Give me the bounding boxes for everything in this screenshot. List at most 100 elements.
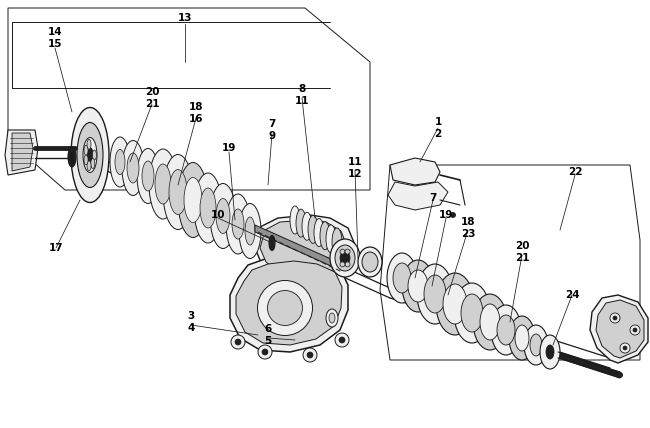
- Ellipse shape: [137, 149, 159, 203]
- Ellipse shape: [345, 262, 350, 267]
- Ellipse shape: [216, 199, 230, 234]
- Ellipse shape: [142, 161, 154, 191]
- Ellipse shape: [630, 325, 640, 335]
- Ellipse shape: [296, 209, 306, 237]
- Text: 6
5: 6 5: [265, 324, 272, 346]
- Ellipse shape: [200, 188, 216, 228]
- Ellipse shape: [269, 235, 275, 250]
- Ellipse shape: [332, 228, 342, 256]
- Ellipse shape: [387, 253, 417, 303]
- Polygon shape: [5, 130, 38, 175]
- Ellipse shape: [424, 275, 446, 313]
- Ellipse shape: [68, 147, 76, 167]
- Text: 18
23: 18 23: [461, 217, 475, 239]
- Ellipse shape: [320, 222, 330, 250]
- Ellipse shape: [358, 247, 382, 277]
- Ellipse shape: [87, 148, 93, 163]
- Text: 18
16: 18 16: [188, 102, 203, 124]
- Ellipse shape: [497, 315, 515, 345]
- Ellipse shape: [473, 294, 507, 350]
- Ellipse shape: [454, 283, 490, 343]
- Text: 17: 17: [49, 243, 63, 253]
- Ellipse shape: [194, 173, 222, 243]
- Ellipse shape: [491, 305, 521, 355]
- Ellipse shape: [340, 251, 350, 265]
- Ellipse shape: [149, 149, 177, 219]
- Ellipse shape: [515, 325, 529, 351]
- Ellipse shape: [443, 284, 467, 324]
- Ellipse shape: [127, 153, 139, 183]
- Ellipse shape: [231, 335, 245, 349]
- Ellipse shape: [290, 206, 300, 234]
- Text: 11
12: 11 12: [348, 157, 362, 179]
- Ellipse shape: [239, 203, 261, 259]
- Ellipse shape: [623, 346, 627, 350]
- Text: 1
2: 1 2: [434, 117, 441, 139]
- Ellipse shape: [613, 316, 617, 320]
- Ellipse shape: [169, 169, 187, 214]
- Ellipse shape: [87, 139, 91, 149]
- Text: 13: 13: [177, 13, 192, 23]
- Ellipse shape: [257, 280, 313, 336]
- Polygon shape: [230, 255, 348, 352]
- Ellipse shape: [178, 163, 208, 238]
- Text: 19: 19: [222, 143, 236, 153]
- Ellipse shape: [115, 149, 125, 175]
- Ellipse shape: [417, 264, 453, 324]
- Ellipse shape: [335, 245, 355, 271]
- Ellipse shape: [155, 164, 171, 204]
- Ellipse shape: [302, 212, 312, 240]
- Polygon shape: [236, 261, 342, 345]
- Ellipse shape: [92, 150, 96, 160]
- Ellipse shape: [329, 313, 335, 323]
- Ellipse shape: [335, 333, 349, 347]
- Ellipse shape: [303, 348, 317, 362]
- Ellipse shape: [268, 291, 302, 326]
- Ellipse shape: [330, 239, 360, 277]
- Polygon shape: [12, 133, 33, 171]
- Text: 20
21: 20 21: [515, 241, 529, 263]
- Ellipse shape: [258, 345, 272, 359]
- Polygon shape: [390, 158, 440, 185]
- Polygon shape: [590, 295, 648, 363]
- Ellipse shape: [83, 137, 97, 172]
- Ellipse shape: [235, 339, 241, 345]
- Ellipse shape: [345, 249, 350, 254]
- Text: 22: 22: [567, 167, 582, 177]
- Ellipse shape: [77, 122, 103, 187]
- Ellipse shape: [524, 325, 548, 365]
- Ellipse shape: [546, 345, 554, 359]
- Ellipse shape: [408, 270, 428, 302]
- Ellipse shape: [620, 343, 630, 353]
- Ellipse shape: [226, 194, 250, 254]
- Ellipse shape: [393, 263, 411, 293]
- Text: 7
9: 7 9: [268, 119, 276, 141]
- Ellipse shape: [402, 260, 434, 312]
- Ellipse shape: [480, 304, 500, 340]
- Polygon shape: [260, 220, 347, 278]
- Ellipse shape: [450, 212, 456, 217]
- Ellipse shape: [84, 145, 88, 155]
- Ellipse shape: [461, 294, 483, 332]
- Ellipse shape: [307, 352, 313, 358]
- Ellipse shape: [362, 252, 378, 272]
- Ellipse shape: [530, 334, 542, 356]
- Ellipse shape: [110, 137, 130, 187]
- Polygon shape: [596, 300, 644, 358]
- Ellipse shape: [184, 178, 202, 223]
- Ellipse shape: [122, 140, 144, 196]
- Ellipse shape: [71, 107, 109, 202]
- Ellipse shape: [509, 316, 535, 360]
- Polygon shape: [255, 215, 355, 283]
- Ellipse shape: [540, 335, 560, 369]
- Ellipse shape: [210, 184, 236, 249]
- Ellipse shape: [70, 152, 74, 162]
- Text: 24: 24: [565, 290, 579, 300]
- Ellipse shape: [610, 313, 620, 323]
- Polygon shape: [388, 182, 448, 210]
- Ellipse shape: [245, 217, 255, 245]
- Text: 8
11: 8 11: [294, 84, 309, 106]
- Text: 20
21: 20 21: [145, 87, 159, 109]
- Text: 7: 7: [429, 193, 437, 203]
- Ellipse shape: [91, 158, 95, 169]
